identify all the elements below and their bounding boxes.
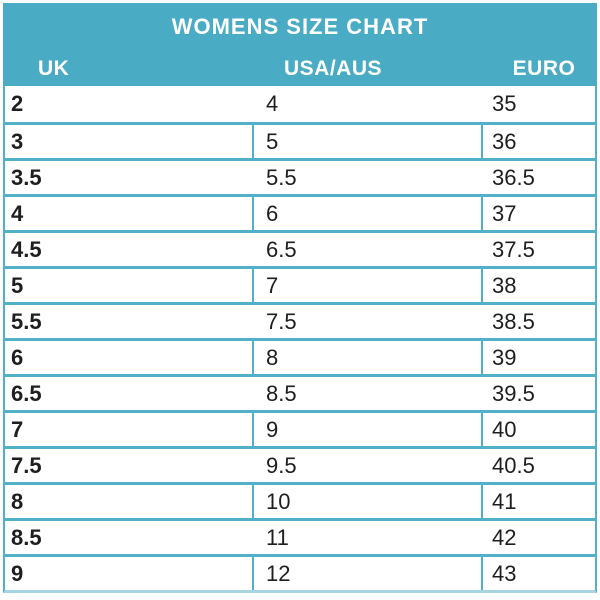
euro-size-cell: 43: [492, 560, 517, 586]
table-row: 3 5 36: [5, 122, 595, 158]
table-row: 6.5 8.5 39.5: [5, 374, 595, 410]
usa-aus-size-cell: 8: [252, 341, 483, 374]
table-row: 3.5 5.5 36.5: [5, 158, 595, 194]
table-row: 8.5 11 42: [5, 518, 595, 554]
uk-size-cell: 5.5: [11, 308, 42, 334]
uk-size-cell: 8: [11, 488, 24, 514]
uk-size-cell: 7.5: [11, 452, 42, 478]
euro-size-cell: 39.5: [492, 380, 535, 406]
usa-aus-size-cell: 10: [252, 485, 483, 518]
usa-aus-size-cell: 5: [252, 125, 483, 158]
euro-size-cell: 37: [492, 200, 517, 226]
column-header-uk: UK: [38, 57, 70, 80]
euro-size-cell: 39: [492, 344, 517, 370]
euro-size-cell: 37.5: [492, 236, 535, 262]
table-row: 4.5 6.5 37.5: [5, 230, 595, 266]
table-row: 6 8 39: [5, 338, 595, 374]
euro-size-cell: 38: [492, 272, 517, 298]
usa-aus-size-cell: 8.5: [266, 380, 297, 406]
euro-size-cell: 42: [492, 524, 517, 550]
table-row: 5.5 7.5 38.5: [5, 302, 595, 338]
uk-size-cell: 9: [11, 560, 24, 586]
usa-aus-size-cell: 6.5: [266, 236, 297, 262]
uk-size-cell: 4: [11, 200, 24, 226]
euro-size-cell: 38.5: [492, 308, 535, 334]
column-header-euro: EURO: [512, 57, 576, 80]
column-header-usa-aus: USA/AUS: [283, 57, 383, 80]
table-row: 4 6 37: [5, 194, 595, 230]
euro-size-cell: 40.5: [492, 452, 535, 478]
table-row: 7.5 9.5 40.5: [5, 446, 595, 482]
euro-size-cell: 35: [492, 91, 517, 116]
table-row: 5 7 38: [5, 266, 595, 302]
table-row: 2 4 35: [5, 86, 595, 122]
usa-aus-size-cell: 12: [252, 557, 483, 590]
uk-size-cell: 7: [11, 416, 24, 442]
uk-size-cell: 2: [11, 91, 24, 116]
uk-size-cell: 5: [11, 272, 24, 298]
euro-size-cell: 41: [492, 488, 517, 514]
table-row: 8 10 41: [5, 482, 595, 518]
usa-aus-size-cell: 7.5: [266, 308, 297, 334]
table-header: WOMENS SIZE CHART UK USA/AUS EURO: [3, 3, 597, 86]
table-body: 2 4 35 3 5 36 3.5 5.5 36.5 4 6 37 4.5 6.5 37.5 5 7 38 5.5 7…: [5, 86, 595, 590]
uk-size-cell: 6.5: [11, 380, 42, 406]
usa-aus-size-cell: 5.5: [266, 164, 297, 190]
usa-aus-size-cell: 7: [252, 269, 483, 302]
usa-aus-size-cell: 4: [266, 91, 279, 116]
euro-size-cell: 36: [492, 128, 517, 154]
usa-aus-size-cell: 6: [252, 197, 483, 230]
usa-aus-size-cell: 9: [252, 413, 483, 446]
uk-size-cell: 8.5: [11, 524, 42, 550]
uk-size-cell: 3.5: [11, 164, 42, 190]
usa-aus-size-cell: 9.5: [266, 452, 297, 478]
uk-size-cell: 3: [11, 128, 24, 154]
usa-aus-size-cell: 11: [266, 524, 289, 550]
uk-size-cell: 4.5: [11, 236, 42, 262]
table-row: 7 9 40: [5, 410, 595, 446]
size-conversion-table: WOMENS SIZE CHART UK USA/AUS EURO 2 4 35 3 5…: [3, 3, 597, 593]
euro-size-cell: 40: [492, 416, 517, 442]
euro-size-cell: 36.5: [492, 164, 535, 190]
uk-size-cell: 6: [11, 344, 24, 370]
page-title: WOMENS SIZE CHART: [171, 14, 429, 39]
table-row: 9 12 43: [5, 554, 595, 590]
